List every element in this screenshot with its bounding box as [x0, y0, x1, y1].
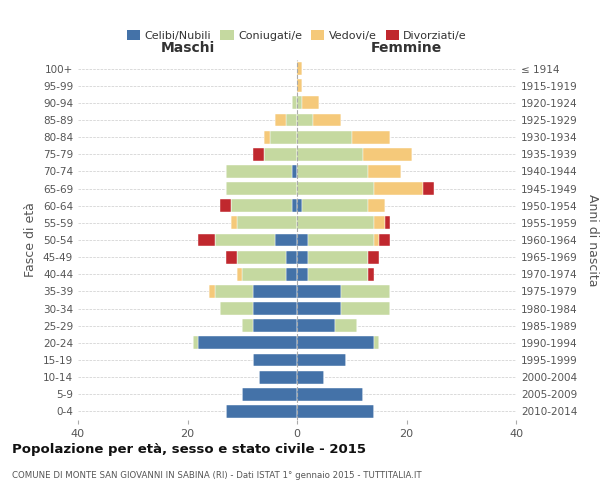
Bar — [335, 320, 357, 332]
Bar — [297, 80, 302, 92]
Bar — [253, 320, 297, 332]
Bar — [362, 148, 412, 160]
Text: Femmine: Femmine — [371, 41, 442, 55]
Bar — [292, 165, 297, 178]
Bar — [313, 114, 341, 126]
Bar — [253, 285, 297, 298]
Bar — [193, 336, 199, 349]
Bar — [237, 268, 242, 280]
Bar — [226, 165, 292, 178]
Bar — [423, 182, 434, 195]
Bar — [286, 250, 297, 264]
Text: Popolazione per età, sesso e stato civile - 2015: Popolazione per età, sesso e stato civil… — [12, 442, 366, 456]
Bar — [368, 250, 379, 264]
Bar — [297, 302, 341, 315]
Bar — [297, 148, 362, 160]
Bar — [297, 114, 313, 126]
Bar — [242, 388, 297, 400]
Bar — [297, 96, 302, 110]
Text: Maschi: Maschi — [160, 41, 215, 55]
Bar — [368, 165, 401, 178]
Bar — [226, 405, 297, 418]
Bar — [232, 216, 237, 230]
Bar — [215, 234, 275, 246]
Bar — [253, 302, 297, 315]
Bar — [297, 268, 308, 280]
Bar — [275, 234, 297, 246]
Bar — [292, 200, 297, 212]
Bar — [199, 336, 297, 349]
Bar — [297, 182, 374, 195]
Bar — [226, 182, 297, 195]
Bar — [374, 216, 385, 230]
Bar — [297, 370, 325, 384]
Bar — [253, 354, 297, 366]
Bar — [302, 96, 319, 110]
Bar — [297, 388, 362, 400]
Bar — [368, 268, 374, 280]
Bar — [385, 216, 390, 230]
Bar — [242, 320, 253, 332]
Bar — [264, 130, 269, 143]
Bar — [297, 165, 368, 178]
Y-axis label: Fasce di età: Fasce di età — [25, 202, 37, 278]
Bar — [297, 216, 374, 230]
Bar — [297, 130, 352, 143]
Bar — [237, 250, 286, 264]
Bar — [297, 62, 302, 75]
Bar — [341, 285, 390, 298]
Bar — [297, 234, 308, 246]
Bar — [297, 320, 335, 332]
Bar — [269, 130, 297, 143]
Bar — [286, 114, 297, 126]
Bar — [199, 234, 215, 246]
Bar — [220, 302, 253, 315]
Bar — [286, 268, 297, 280]
Bar — [226, 250, 237, 264]
Bar — [308, 268, 368, 280]
Bar — [237, 216, 297, 230]
Bar — [215, 285, 253, 298]
Bar — [302, 200, 368, 212]
Bar — [374, 234, 379, 246]
Bar — [259, 370, 297, 384]
Bar — [253, 148, 264, 160]
Bar — [297, 200, 302, 212]
Bar — [374, 182, 423, 195]
Bar — [341, 302, 390, 315]
Bar — [379, 234, 390, 246]
Bar — [374, 336, 379, 349]
Bar — [308, 234, 374, 246]
Bar — [297, 285, 341, 298]
Bar — [352, 130, 390, 143]
Bar — [231, 200, 292, 212]
Bar — [297, 336, 374, 349]
Bar — [297, 354, 346, 366]
Bar — [368, 200, 385, 212]
Bar — [220, 200, 232, 212]
Bar — [242, 268, 286, 280]
Bar — [308, 250, 368, 264]
Y-axis label: Anni di nascita: Anni di nascita — [586, 194, 599, 286]
Bar — [275, 114, 286, 126]
Bar — [297, 405, 374, 418]
Bar — [264, 148, 297, 160]
Legend: Celibi/Nubili, Coniugati/e, Vedovi/e, Divorziati/e: Celibi/Nubili, Coniugati/e, Vedovi/e, Di… — [122, 26, 472, 46]
Bar — [209, 285, 215, 298]
Bar — [297, 250, 308, 264]
Text: COMUNE DI MONTE SAN GIOVANNI IN SABINA (RI) - Dati ISTAT 1° gennaio 2015 - TUTTI: COMUNE DI MONTE SAN GIOVANNI IN SABINA (… — [12, 471, 422, 480]
Bar — [292, 96, 297, 110]
